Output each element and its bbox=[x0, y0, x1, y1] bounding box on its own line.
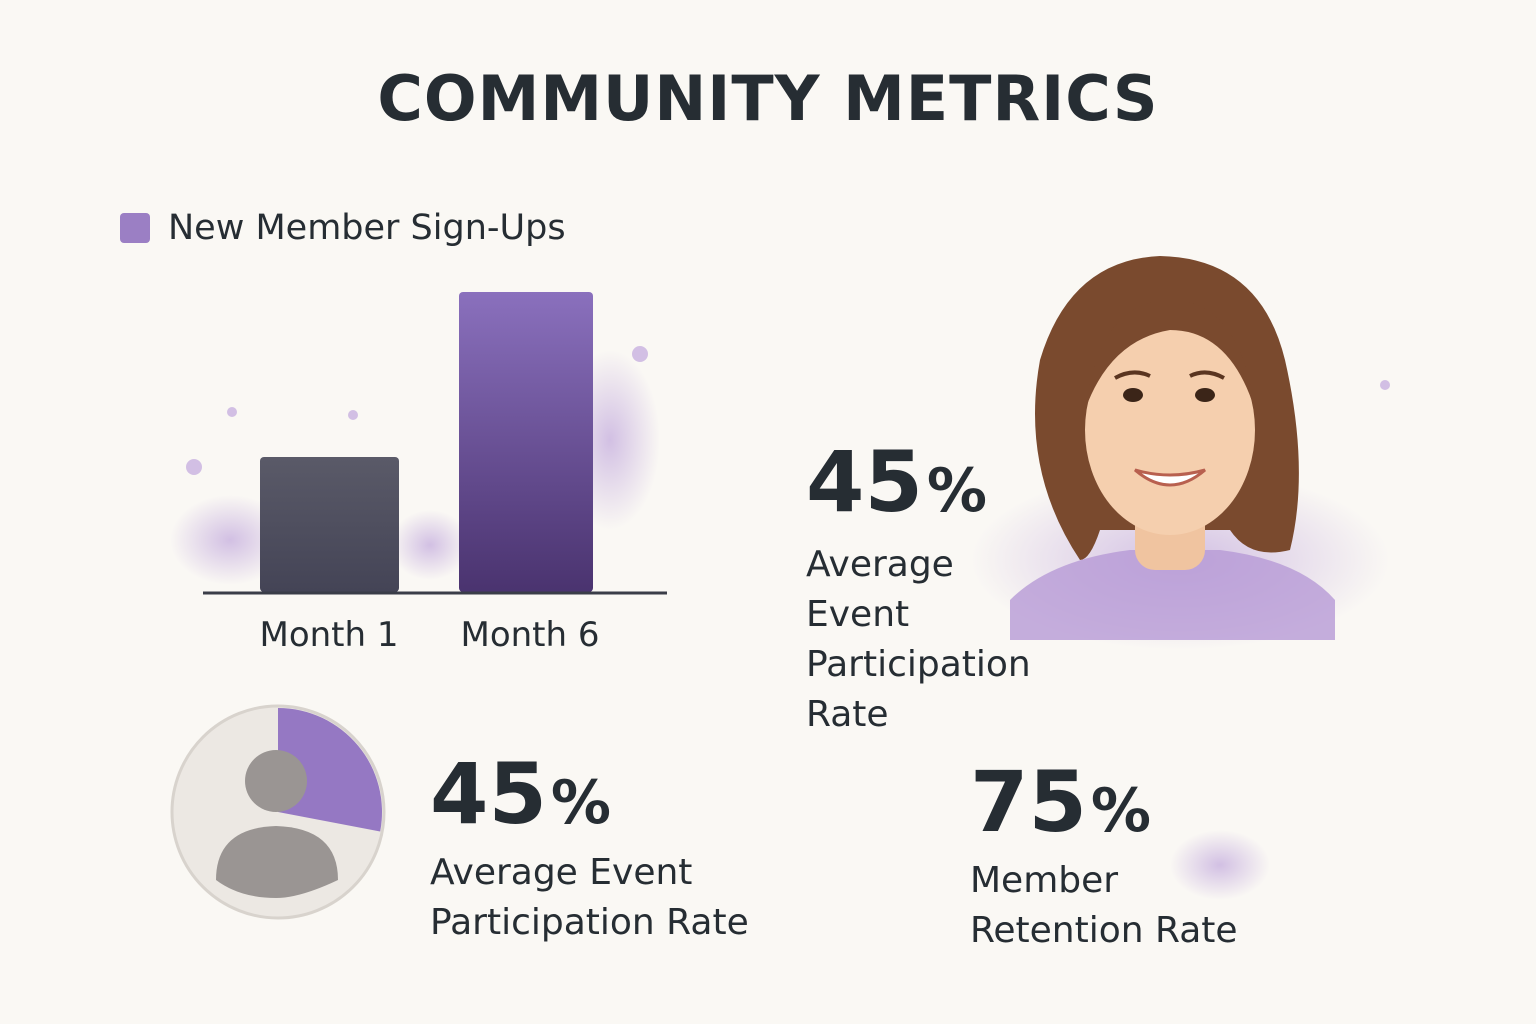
stat-participation-pie: 45% Average Event Participation Rate bbox=[430, 752, 749, 948]
stat-unit: % bbox=[926, 456, 988, 526]
legend-label: New Member Sign-Ups bbox=[168, 208, 566, 248]
stat-label: Participation Rate bbox=[430, 902, 749, 943]
stat-unit: % bbox=[550, 768, 612, 838]
person-icon bbox=[216, 750, 338, 898]
watercolor-splash bbox=[1170, 830, 1270, 900]
stat-label: Participation bbox=[806, 644, 1031, 685]
chart-legend: New Member Sign-Ups bbox=[120, 208, 566, 248]
stat-retention: 75% Member Retention Rate bbox=[970, 760, 1238, 956]
stat-label: Average bbox=[806, 544, 954, 585]
stat-participation-portrait: 45% Average Event Participation Rate bbox=[806, 440, 1031, 740]
stat-unit: % bbox=[1090, 776, 1152, 846]
bar-month-6 bbox=[459, 292, 593, 592]
bar-month-1 bbox=[260, 457, 399, 592]
watercolor-splash bbox=[390, 510, 470, 580]
stat-label: Member bbox=[970, 860, 1119, 901]
stat-value: 45 bbox=[430, 745, 547, 843]
portrait-illustration bbox=[1010, 256, 1335, 640]
stat-label: Event bbox=[806, 594, 910, 635]
x-tick-label: Month 6 bbox=[460, 615, 599, 655]
legend-swatch bbox=[120, 213, 150, 243]
x-tick-label: Month 1 bbox=[259, 615, 398, 655]
stat-label: Average Event bbox=[430, 852, 693, 893]
participation-pie bbox=[170, 704, 386, 920]
stat-label: Rate bbox=[806, 694, 889, 735]
stat-value: 45 bbox=[806, 433, 923, 531]
stat-label: Retention Rate bbox=[970, 910, 1238, 951]
page-title: COMMUNITY METRICS bbox=[377, 62, 1159, 135]
bar-chart bbox=[260, 292, 593, 592]
stat-value: 75 bbox=[970, 753, 1087, 851]
pie-slice bbox=[278, 708, 382, 832]
